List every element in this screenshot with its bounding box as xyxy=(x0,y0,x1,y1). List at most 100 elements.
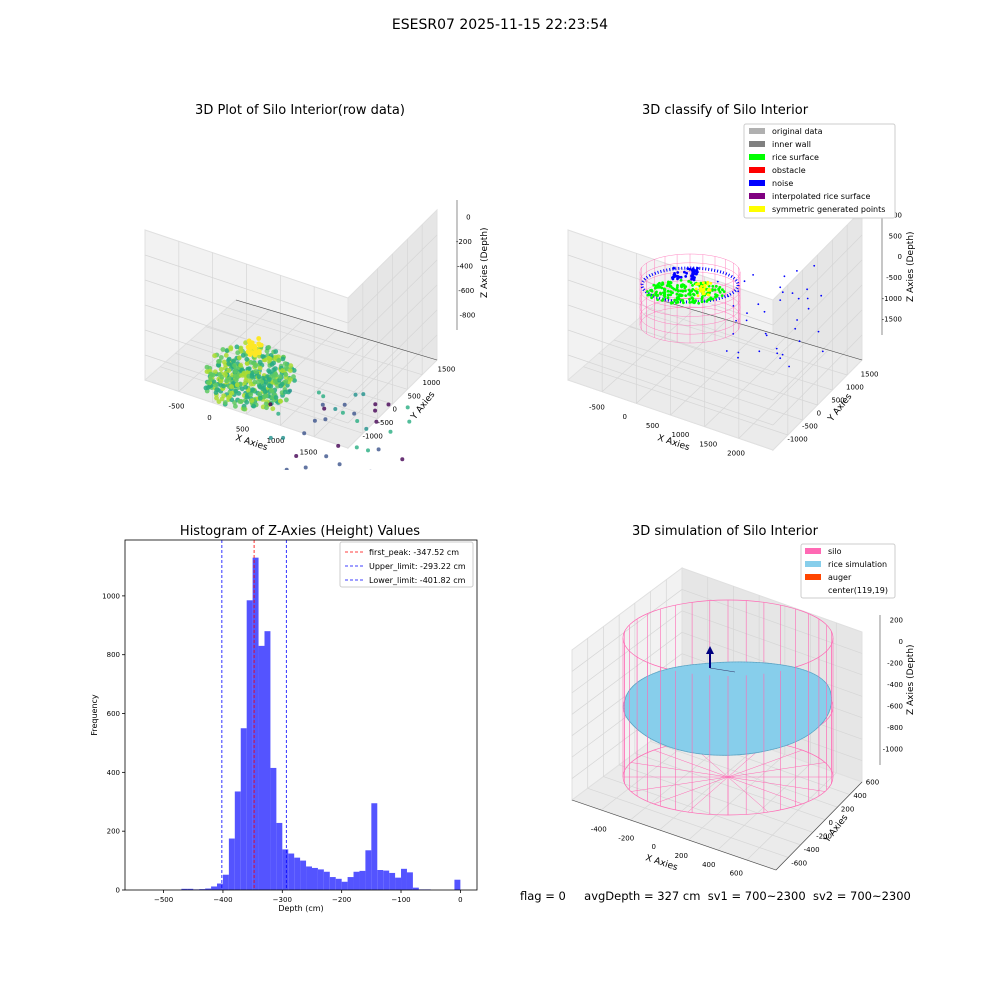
legend-label: first_peak: -347.52 cm xyxy=(369,548,459,557)
data-point xyxy=(291,368,297,373)
data-point xyxy=(216,399,222,404)
noise-point xyxy=(806,288,808,291)
histogram-bar xyxy=(406,872,413,890)
data-point xyxy=(256,336,262,341)
data-point xyxy=(407,419,412,424)
data-point xyxy=(249,398,255,403)
data-point xyxy=(324,454,329,459)
x-tick-label: 0 xyxy=(652,843,656,851)
rice-surface-point xyxy=(667,280,670,284)
data-point xyxy=(354,445,359,450)
noise-point xyxy=(735,319,737,322)
rice-surface-point xyxy=(675,296,679,300)
y-tick-label: 1000 xyxy=(102,592,120,600)
data-point xyxy=(240,353,246,358)
grid-line xyxy=(567,254,774,326)
data-point xyxy=(405,405,410,410)
histogram-bar xyxy=(294,857,301,890)
rice-surface-point xyxy=(711,297,715,301)
data-point xyxy=(361,392,366,397)
y-tick-label: 0 xyxy=(393,406,397,414)
rice-surface-point xyxy=(669,290,672,293)
rice-surface-point xyxy=(681,299,685,302)
data-point xyxy=(248,360,254,365)
noise-point xyxy=(757,303,760,306)
z-tick-label: -500 xyxy=(886,274,902,282)
legend-swatch xyxy=(749,180,765,186)
z-tick-label: -200 xyxy=(887,660,903,668)
data-point xyxy=(224,348,230,353)
grid-line xyxy=(659,745,760,831)
data-point xyxy=(236,355,242,361)
data-point xyxy=(284,364,289,370)
data-point xyxy=(364,426,369,431)
x-axis-label: Depth (cm) xyxy=(278,904,323,913)
rice-surface-point xyxy=(697,301,701,305)
data-point xyxy=(276,358,282,363)
y-tick-label: -400 xyxy=(804,846,820,854)
rice-surface-point xyxy=(646,293,650,297)
rice-surface-point xyxy=(660,283,663,287)
data-point xyxy=(238,345,244,351)
y-tick-label: 800 xyxy=(107,651,120,659)
data-point xyxy=(321,394,326,399)
symmetric-point xyxy=(696,294,700,298)
noise-point xyxy=(791,292,794,294)
data-point xyxy=(213,382,219,388)
histogram-bar xyxy=(412,887,419,890)
data-point xyxy=(263,379,269,385)
data-point xyxy=(270,406,276,412)
data-point xyxy=(342,402,347,407)
legend: original data inner wall rice surface obsta… xyxy=(743,123,896,219)
noise-point xyxy=(676,277,679,281)
flag-text: flag = 0 xyxy=(520,889,566,903)
histogram-bar xyxy=(252,557,259,890)
grid-line xyxy=(571,610,683,694)
data-point xyxy=(218,366,224,372)
data-point xyxy=(233,368,238,374)
data-point xyxy=(276,411,281,416)
noise-point xyxy=(765,334,768,337)
data-point xyxy=(267,356,273,362)
symmetric-point xyxy=(709,282,713,285)
data-point xyxy=(221,359,227,365)
z-tick-label: -800 xyxy=(887,724,903,732)
panel3-histogram: −500 −400 −300 −200 −100 0 0 200 400 600 800 1000 D… xyxy=(90,539,478,913)
data-point xyxy=(337,462,342,467)
panel1-3d-scatter: -500050010001500-1000-5000500100015000-2… xyxy=(144,200,490,470)
rice-surface-point xyxy=(700,295,704,299)
data-point xyxy=(223,352,229,358)
noise-point xyxy=(763,310,766,313)
symmetric-point xyxy=(701,292,705,296)
y-tick-label: 1500 xyxy=(861,371,879,379)
histogram-bar xyxy=(395,877,402,890)
z-tick-label: -1000 xyxy=(882,295,902,303)
z-tick-label: 0 xyxy=(899,638,903,646)
avg-depth-text: avgDepth = 327 cm xyxy=(584,889,701,903)
legend-label: interpolated rice surface xyxy=(772,192,870,201)
data-point xyxy=(284,467,289,470)
y-tick-label: 0 xyxy=(116,887,120,895)
data-point xyxy=(268,402,273,407)
histogram-bar xyxy=(222,874,229,890)
grid-line xyxy=(144,254,349,324)
x-tick-label: 200 xyxy=(675,852,688,860)
legend-swatch xyxy=(749,167,765,173)
noise-point xyxy=(779,299,782,301)
noise-point xyxy=(737,356,739,359)
legend-label: auger xyxy=(828,573,852,582)
legend-label: Lower_limit: -401.82 cm xyxy=(369,576,466,585)
noise-point xyxy=(764,332,767,335)
histogram-bar xyxy=(323,871,330,890)
z-tick-label: -1500 xyxy=(882,316,902,324)
data-point xyxy=(218,355,224,360)
rice-surface-point xyxy=(666,289,670,293)
rice-surface-point xyxy=(682,301,685,305)
histogram-bar xyxy=(276,822,283,890)
x-tick-label: 500 xyxy=(236,426,249,434)
grid-line xyxy=(644,312,848,376)
rice-surface-point xyxy=(666,296,670,300)
x-tick-label: 1000 xyxy=(267,437,285,445)
data-point xyxy=(258,384,263,390)
data-point xyxy=(250,387,256,392)
